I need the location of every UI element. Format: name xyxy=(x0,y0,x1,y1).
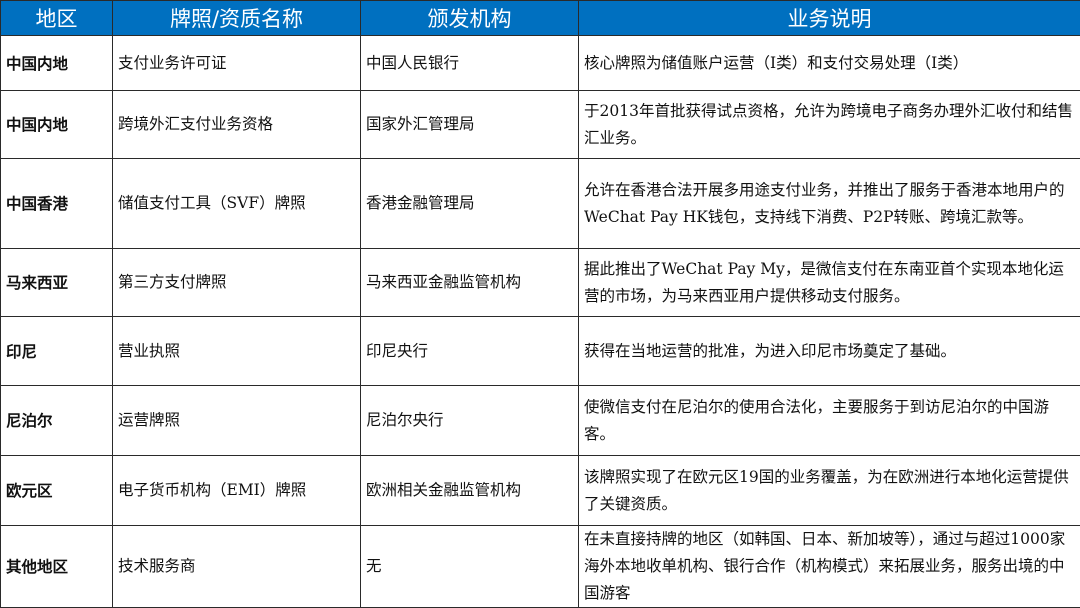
license-cell: 支付业务许可证 xyxy=(113,36,361,91)
region-cell: 中国香港 xyxy=(1,159,113,249)
description-cell: 据此推出了WeChat Pay My，是微信支付在东南亚首个实现本地化运营的市场… xyxy=(579,249,1080,317)
license-cell: 储值支付工具（SVF）牌照 xyxy=(113,159,361,249)
description-cell: 获得在当地运营的批准，为进入印尼市场奠定了基础。 xyxy=(579,317,1080,386)
region-cell: 中国内地 xyxy=(1,91,113,159)
issuer-cell: 尼泊尔央行 xyxy=(361,386,579,456)
issuer-cell: 印尼央行 xyxy=(361,317,579,386)
header-license: 牌照/资质名称 xyxy=(113,1,361,36)
table-row: 欧元区电子货币机构（EMI）牌照欧洲相关金融监管机构该牌照实现了在欧元区19国的… xyxy=(1,456,1080,526)
issuer-cell: 无 xyxy=(361,526,579,608)
region-cell: 其他地区 xyxy=(1,526,113,608)
region-cell: 马来西亚 xyxy=(1,249,113,317)
issuer-cell: 中国人民银行 xyxy=(361,36,579,91)
description-cell: 允许在香港合法开展多用途支付业务，并推出了服务于香港本地用户的WeChat Pa… xyxy=(579,159,1080,249)
table-row: 中国香港储值支付工具（SVF）牌照香港金融管理局允许在香港合法开展多用途支付业务… xyxy=(1,159,1080,249)
license-cell: 技术服务商 xyxy=(113,526,361,608)
table-row: 尼泊尔运营牌照尼泊尔央行使微信支付在尼泊尔的使用合法化，主要服务于到访尼泊尔的中… xyxy=(1,386,1080,456)
license-cell: 电子货币机构（EMI）牌照 xyxy=(113,456,361,526)
description-cell: 使微信支付在尼泊尔的使用合法化，主要服务于到访尼泊尔的中国游客。 xyxy=(579,386,1080,456)
header-region: 地区 xyxy=(1,1,113,36)
table-row: 马来西亚第三方支付牌照马来西亚金融监管机构据此推出了WeChat Pay My，… xyxy=(1,249,1080,317)
license-cell: 运营牌照 xyxy=(113,386,361,456)
license-cell: 跨境外汇支付业务资格 xyxy=(113,91,361,159)
region-cell: 中国内地 xyxy=(1,36,113,91)
region-cell: 印尼 xyxy=(1,317,113,386)
table-row: 中国内地跨境外汇支付业务资格国家外汇管理局于2013年首批获得试点资格，允许为跨… xyxy=(1,91,1080,159)
description-cell: 在未直接持牌的地区（如韩国、日本、新加坡等），通过与超过1000家海外本地收单机… xyxy=(579,526,1080,608)
table-row: 印尼营业执照印尼央行获得在当地运营的批准，为进入印尼市场奠定了基础。 xyxy=(1,317,1080,386)
header-row: 地区 牌照/资质名称 颁发机构 业务说明 xyxy=(1,1,1080,36)
license-cell: 营业执照 xyxy=(113,317,361,386)
description-cell: 核心牌照为储值账户运营（Ⅰ类）和支付交易处理（Ⅰ类） xyxy=(579,36,1080,91)
header-description: 业务说明 xyxy=(579,1,1080,36)
description-cell: 该牌照实现了在欧元区19国的业务覆盖，为在欧洲进行本地化运营提供了关键资质。 xyxy=(579,456,1080,526)
header-issuer: 颁发机构 xyxy=(361,1,579,36)
issuer-cell: 欧洲相关金融监管机构 xyxy=(361,456,579,526)
license-cell: 第三方支付牌照 xyxy=(113,249,361,317)
table-row: 其他地区技术服务商无在未直接持牌的地区（如韩国、日本、新加坡等），通过与超过10… xyxy=(1,526,1080,608)
table-row: 中国内地支付业务许可证中国人民银行核心牌照为储值账户运营（Ⅰ类）和支付交易处理（… xyxy=(1,36,1080,91)
description-cell: 于2013年首批获得试点资格，允许为跨境电子商务办理外汇收付和结售汇业务。 xyxy=(579,91,1080,159)
issuer-cell: 香港金融管理局 xyxy=(361,159,579,249)
region-cell: 欧元区 xyxy=(1,456,113,526)
issuer-cell: 国家外汇管理局 xyxy=(361,91,579,159)
issuer-cell: 马来西亚金融监管机构 xyxy=(361,249,579,317)
region-cell: 尼泊尔 xyxy=(1,386,113,456)
